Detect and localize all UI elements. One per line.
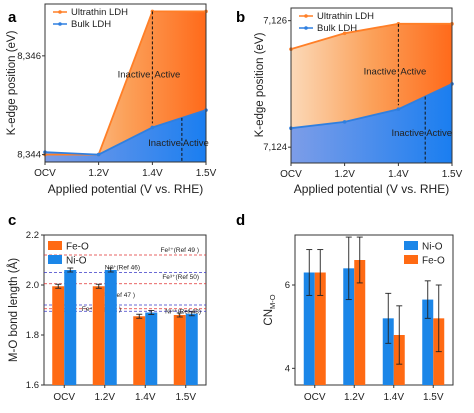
a-legend-marker-0 xyxy=(58,10,62,14)
panel-a-active-lower: Active xyxy=(183,138,209,149)
c-bar-1-1 xyxy=(104,270,117,385)
b-series-line-0 xyxy=(290,22,452,50)
a-xtick-label-1: 1.2V xyxy=(88,168,109,179)
d-legend-swatch-1 xyxy=(404,255,418,264)
a-ytick-label-1: 8,346 xyxy=(17,51,41,62)
c-ytick-label-3: 2.2 xyxy=(26,230,39,241)
d-bar-0-3 xyxy=(422,299,434,385)
b-ytick-label-0: 7,124 xyxy=(263,142,287,153)
c-legend-label-0: Fe-O xyxy=(66,242,89,253)
c-ref-label-1: Ni²⁺(Ref 46) xyxy=(105,265,140,272)
b-legend-marker-1 xyxy=(304,26,308,30)
a-series-line-1 xyxy=(44,109,207,156)
panel-c: c Fe²⁺(Ref 49 ) Ni²⁺(Ref 46) Fe³⁺(Ref 50) N… xyxy=(7,212,207,403)
b-xtick-label-2: 1.4V xyxy=(388,169,409,180)
c-xtick-label-0: OCV xyxy=(53,392,75,403)
panel-a: a OCV 1.2V 1.4V 1.5V 8,344 8,346 Ultrathin LD… xyxy=(6,3,217,196)
c-xtick-label-2: 1.4V xyxy=(135,392,156,403)
b-xtick-label-3: 1.5V xyxy=(442,169,463,180)
c-ytick-label-0: 1.6 xyxy=(26,380,39,391)
d-bar-1-0 xyxy=(314,272,326,385)
d-bar-1-1 xyxy=(354,260,366,385)
a-point-1-1 xyxy=(96,152,101,157)
c-xtick-label-3: 1.5V xyxy=(175,392,196,403)
panel-c-frame xyxy=(43,234,207,386)
c-ytick-label-2: 2.0 xyxy=(26,280,39,291)
b-legend-label-0: Ultrathin LDH xyxy=(317,11,374,22)
d-ytick-label-0: 4 xyxy=(285,363,290,374)
a-bulk-area xyxy=(45,110,206,162)
d-legend-label-0: Ni-O xyxy=(422,242,443,253)
a-xtick-label-3: 1.5V xyxy=(196,168,217,179)
panel-c-letter: c xyxy=(8,212,16,229)
panel-b-active-upper: Active xyxy=(400,67,426,78)
d-legend-label-1: Fe-O xyxy=(422,256,445,267)
b-legend-label-1: Bulk LDH xyxy=(317,23,357,34)
panel-a-letter: a xyxy=(8,9,17,26)
b-xtick-label-1: 1.2V xyxy=(334,169,355,180)
b-point-1-1 xyxy=(342,120,347,124)
panel-b-inactive-lower: Inactive xyxy=(391,128,424,139)
d-ytick-label-1: 6 xyxy=(285,280,290,291)
d-bar-0-1 xyxy=(343,268,355,385)
c-bar-0-2 xyxy=(133,316,146,385)
panel-a-xlabel: Applied potential (V vs. RHE) xyxy=(48,182,203,196)
d-xtick-label-1: 1.2V xyxy=(344,392,365,403)
b-ytick-label-1: 7,126 xyxy=(263,16,287,27)
b-xtick-label-0: OCV xyxy=(280,169,302,180)
c-ref-label-2: Fe³⁺(Ref 50) xyxy=(162,274,199,281)
panel-c-ylabel: M-O bond length (Å) xyxy=(7,258,20,362)
panel-a-ylabel: K-edge position (eV) xyxy=(6,30,18,135)
panel-a-inactive-upper: Inactive xyxy=(118,69,151,80)
panel-b-inactive-upper: Inactive xyxy=(364,67,397,78)
c-ref-label-5: Ni⁴⁺(Ref 48) xyxy=(165,308,201,315)
a-xtick-label-2: 1.4V xyxy=(142,168,163,179)
panel-b-active-lower: Active xyxy=(426,128,452,139)
c-legend-swatch-0 xyxy=(48,241,62,250)
panel-b: b OCV 1.2V 1.4V 1.5V 7,124 7,126 Ultrathin LD… xyxy=(236,7,463,196)
c-ref-label-0: Fe²⁺(Ref 49 ) xyxy=(161,247,199,254)
panel-d-ylabel-sub: M-O xyxy=(268,294,277,309)
d-xtick-label-2: 1.4V xyxy=(383,392,404,403)
d-xtick-label-0: OCV xyxy=(304,392,326,403)
c-bar-0-3 xyxy=(173,315,186,385)
c-bar-0-1 xyxy=(92,286,105,385)
d-bar-0-2 xyxy=(382,318,394,385)
c-bar-0-0 xyxy=(52,286,65,385)
panel-b-frame xyxy=(290,7,453,164)
a-legend-marker-1 xyxy=(58,22,62,26)
c-legend-swatch-1 xyxy=(48,255,62,264)
panel-a-frame xyxy=(44,3,207,163)
c-ytick-label-1: 1.8 xyxy=(26,330,39,341)
panel-d-frame xyxy=(294,234,454,386)
panel-a-inactive-lower: Inactive xyxy=(148,138,181,149)
a-legend-label-0: Ultrathin LDH xyxy=(71,7,128,18)
b-legend-marker-0 xyxy=(304,14,308,18)
d-bar-0-0 xyxy=(303,272,315,385)
a-legend-label-1: Bulk LDH xyxy=(71,19,111,30)
b-series-line-1 xyxy=(290,83,453,130)
panel-d-ylabel: CNM-O xyxy=(263,294,277,325)
c-bar-1-0 xyxy=(64,270,77,385)
c-legend-label-1: Ni-O xyxy=(66,256,87,267)
a-series-line-0 xyxy=(45,10,206,156)
c-bar-1-2 xyxy=(145,312,158,385)
d-legend-swatch-0 xyxy=(404,241,418,250)
panel-b-ylabel: K-edge position (eV) xyxy=(254,32,266,137)
panel-d-letter: d xyxy=(236,212,245,229)
a-ytick-label-0: 8,344 xyxy=(17,150,41,161)
b-point-0-1 xyxy=(342,31,347,36)
c-xtick-label-1: 1.2V xyxy=(94,392,115,403)
b-point-1-2 xyxy=(396,107,401,112)
panel-b-xlabel: Applied potential (V vs. RHE) xyxy=(294,182,449,196)
a-point-1-2 xyxy=(150,125,155,130)
c-bar-1-3 xyxy=(185,313,198,385)
panel-d-ylabel-main: CN xyxy=(263,309,275,326)
d-xtick-label-3: 1.5V xyxy=(423,392,444,403)
panel-d: d OCV 1.2V 1.4V 1.5V 4 6 Ni-O Fe-O CNM-O xyxy=(236,212,454,403)
a-xtick-label-0: OCV xyxy=(34,168,56,179)
panel-b-letter: b xyxy=(236,9,245,26)
panel-a-active-upper: Active xyxy=(154,69,180,80)
